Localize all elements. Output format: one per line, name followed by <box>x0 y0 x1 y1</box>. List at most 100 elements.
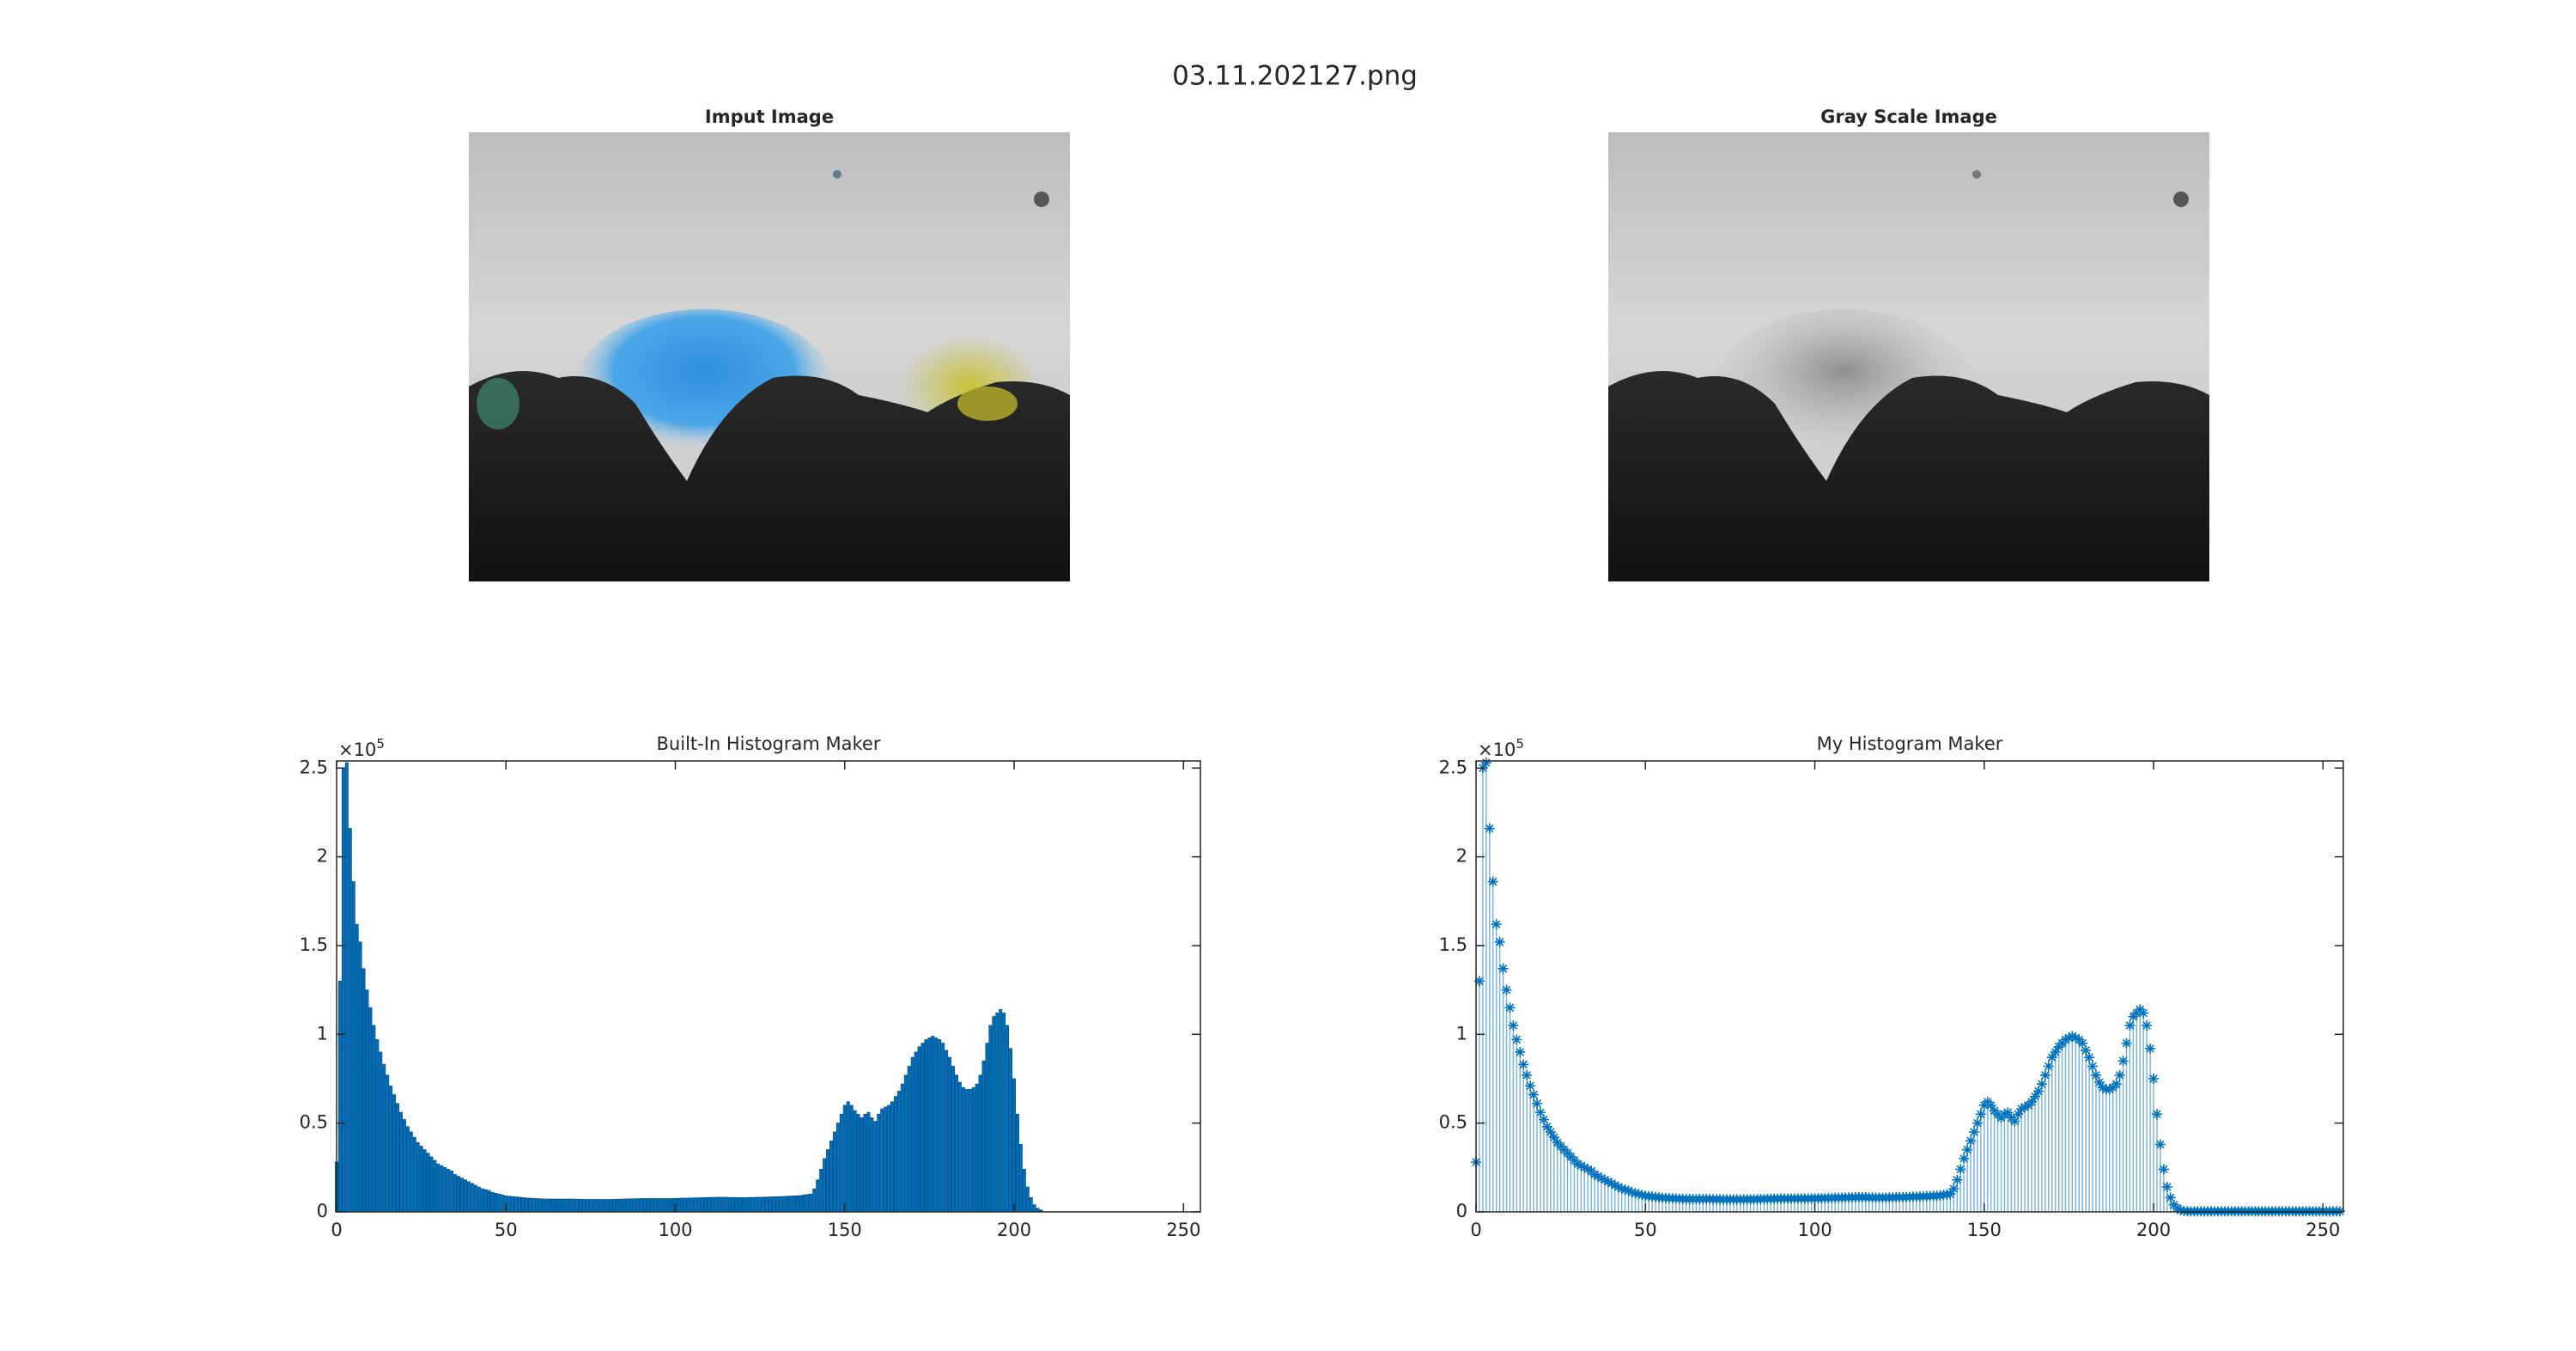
bar <box>863 1113 867 1213</box>
stem-marker <box>2009 1116 2020 1127</box>
bar <box>447 1168 451 1213</box>
image-title: Gray Scale Image <box>1820 106 1997 127</box>
x-tick-label: 250 <box>1166 1220 1200 1240</box>
bar <box>480 1188 484 1213</box>
stem-marker <box>2084 1052 2095 1063</box>
bar <box>771 1196 775 1213</box>
bar <box>459 1178 464 1213</box>
stem-marker <box>2124 1019 2136 1031</box>
bar <box>853 1110 857 1213</box>
stem-marker <box>1518 1059 1529 1070</box>
stem-marker <box>2067 1031 2078 1042</box>
bar <box>565 1198 569 1213</box>
y-tick-label: 1 <box>1456 1023 1467 1044</box>
bar <box>416 1141 420 1213</box>
bar <box>809 1193 813 1213</box>
bar <box>961 1086 965 1213</box>
stem-marker <box>1955 1164 1966 1175</box>
bar <box>677 1197 681 1213</box>
bar <box>907 1066 911 1213</box>
stem-marker <box>2002 1107 2014 1118</box>
stem-marker <box>2016 1104 2027 1115</box>
bar <box>717 1196 721 1213</box>
bar <box>842 1105 847 1213</box>
stem-marker <box>1494 936 1505 947</box>
stem-marker <box>1480 758 1492 769</box>
stem-marker <box>2039 1069 2050 1080</box>
bar <box>524 1197 528 1213</box>
bar <box>917 1046 921 1213</box>
bar <box>680 1197 684 1213</box>
stem-marker <box>2063 1032 2075 1044</box>
axes-box <box>1475 760 2344 1213</box>
stem-marker <box>2026 1096 2038 1107</box>
bar <box>910 1056 914 1213</box>
stem-marker <box>1968 1126 1979 1137</box>
stem-marker <box>1985 1099 1996 1111</box>
bar <box>951 1066 955 1213</box>
bar <box>473 1184 477 1213</box>
bar <box>582 1199 586 1213</box>
stem-marker <box>1583 1164 1594 1175</box>
bar <box>379 1051 383 1213</box>
bar <box>440 1165 444 1213</box>
stem-marker <box>2114 1069 2125 1080</box>
y-multiplier: ×105 <box>1478 736 1524 761</box>
stem-marker <box>1595 1172 1607 1184</box>
bar <box>934 1038 939 1213</box>
y-tick-label: 0.5 <box>300 1112 328 1133</box>
stem-marker <box>1948 1184 1959 1195</box>
x-tick-label: 150 <box>1967 1220 2002 1240</box>
bar <box>629 1198 634 1213</box>
bar <box>1005 1025 1010 1213</box>
stem-marker <box>2032 1086 2044 1097</box>
bar <box>579 1198 583 1213</box>
y-tick-label: 2 <box>317 846 328 867</box>
bar <box>636 1198 641 1213</box>
stem-marker <box>2043 1061 2054 1072</box>
bar <box>612 1198 617 1213</box>
bar <box>724 1196 728 1213</box>
stem-marker <box>2036 1079 2047 1090</box>
bar <box>710 1196 714 1213</box>
stem-marker <box>2104 1084 2115 1095</box>
bar <box>1015 1113 1019 1213</box>
bar <box>562 1198 566 1213</box>
stem-marker <box>1593 1171 1604 1182</box>
image-title: Imput Image <box>705 106 834 127</box>
bar <box>856 1113 860 1213</box>
bar <box>981 1060 986 1213</box>
bar <box>823 1158 827 1213</box>
stem-marker <box>1515 1046 1526 1057</box>
bar <box>501 1194 505 1213</box>
bar <box>731 1196 735 1213</box>
bar <box>487 1190 491 1213</box>
y-tick-label: 0.5 <box>1439 1112 1467 1133</box>
bar <box>490 1191 495 1213</box>
bar <box>548 1198 552 1213</box>
bar <box>659 1198 664 1213</box>
stem-marker <box>2077 1038 2088 1049</box>
bar <box>694 1197 698 1213</box>
bar <box>903 1074 908 1213</box>
bar <box>704 1197 708 1213</box>
x-tick-label: 0 <box>331 1220 342 1240</box>
bar <box>602 1199 606 1213</box>
axes-background <box>1476 761 2343 1212</box>
stem-marker <box>1623 1185 1634 1196</box>
bar <box>1032 1204 1036 1213</box>
stem-marker <box>2050 1046 2061 1057</box>
stem-marker <box>1952 1174 1963 1185</box>
figure-title: 03.11.202127.png <box>1172 61 1418 92</box>
bar <box>477 1186 481 1213</box>
bar <box>361 968 366 1213</box>
bar <box>538 1198 542 1213</box>
stem-marker <box>2111 1079 2122 1090</box>
bar <box>1029 1197 1033 1213</box>
bar <box>551 1198 556 1213</box>
stem-marker <box>2060 1034 2071 1045</box>
bar <box>748 1196 752 1213</box>
bar <box>572 1198 576 1213</box>
gray-image <box>1608 132 2209 581</box>
stem-marker <box>1959 1153 1970 1164</box>
